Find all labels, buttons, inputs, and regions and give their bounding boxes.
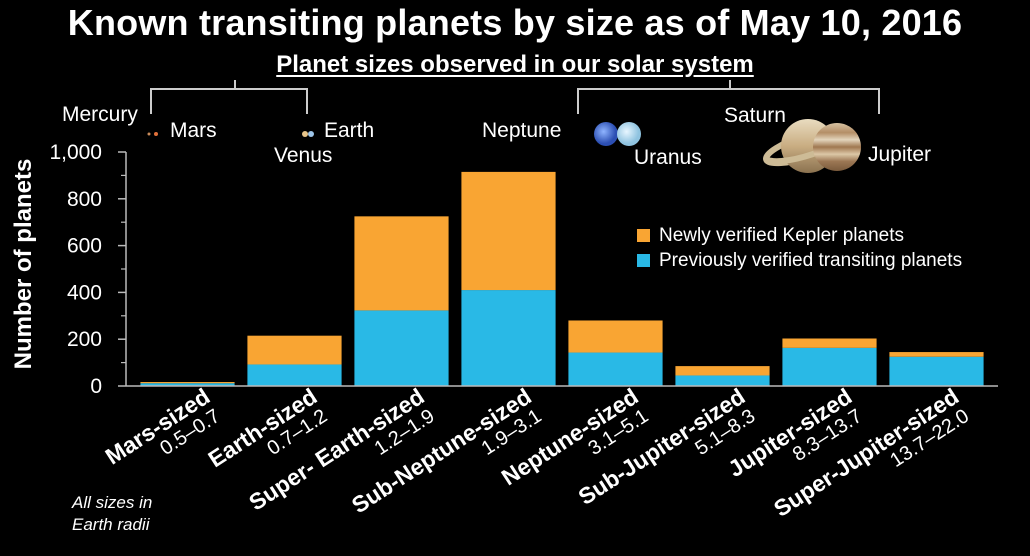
legend-label-newly: Newly verified Kepler planets — [659, 224, 905, 246]
mars-planet — [154, 132, 158, 136]
neptune-label: Neptune — [482, 119, 562, 142]
legend-swatch-previously — [637, 254, 650, 267]
venus-planet — [302, 131, 308, 137]
legend-label-previously: Previously verified transiting planets — [659, 249, 963, 271]
venus-label: Venus — [274, 144, 333, 167]
bracket-giant-planets — [577, 80, 880, 114]
mercury-planet — [147, 132, 151, 136]
note-line-1: All sizes in — [72, 493, 153, 512]
mercury-label: Mercury — [62, 103, 138, 126]
bar-previously-1 — [247, 364, 342, 386]
y-tick-label: 0 — [90, 375, 102, 398]
bar-newly-1 — [247, 335, 342, 365]
chart-title: Known transiting planets by size as of M… — [67, 2, 963, 43]
y-tick-label: 600 — [67, 235, 102, 258]
legend-item-newly: Newly verified Kepler planets — [637, 223, 962, 248]
saturn-label: Saturn — [724, 104, 786, 127]
legend-item-previously: Previously verified transiting planets — [637, 248, 962, 273]
y-tick-label: 1,000 — [49, 141, 102, 164]
bar-previously-6 — [782, 347, 877, 386]
earth-label: Earth — [324, 119, 375, 142]
note-line-2: Earth radii — [72, 515, 150, 534]
chart-subtitle: Planet sizes observed in our solar syste… — [0, 51, 1030, 79]
bar-newly-4 — [568, 320, 663, 353]
bar-newly-7 — [889, 352, 984, 357]
bar-newly-2 — [354, 216, 449, 311]
subtitle-text: Planet sizes observed in our solar syste… — [276, 51, 754, 78]
size-unit-note: All sizes in Earth radii — [72, 492, 152, 536]
legend: Newly verified Kepler planets Previously… — [637, 223, 962, 273]
bar-newly-3 — [461, 171, 556, 291]
bracket-small-planets — [150, 80, 308, 114]
bar-previously-0 — [140, 383, 235, 386]
neptune-planet — [594, 122, 618, 146]
y-tick-label: 200 — [67, 328, 102, 351]
jupiter-planet — [813, 123, 861, 171]
bar-previously-3 — [461, 290, 556, 386]
mars-label: Mars — [170, 119, 217, 142]
bar-previously-7 — [889, 356, 984, 386]
legend-swatch-newly — [637, 229, 650, 242]
uranus-label: Uranus — [634, 146, 702, 169]
earth-planet — [308, 131, 314, 137]
bars-group — [140, 171, 984, 386]
bar-previously-4 — [568, 352, 663, 386]
y-axis-label: Number of planets — [10, 158, 37, 370]
bar-newly-5 — [675, 366, 770, 376]
y-axis: 0 200 400 600 800 1,000 — [49, 141, 127, 398]
bar-previously-5 — [675, 375, 770, 386]
y-tick-label: 400 — [67, 281, 102, 304]
bar-newly-6 — [782, 338, 877, 348]
bar-newly-0 — [140, 382, 235, 384]
uranus-planet — [617, 122, 641, 146]
jupiter-label: Jupiter — [868, 143, 932, 166]
bar-previously-2 — [354, 310, 449, 386]
y-tick-label: 800 — [67, 188, 102, 211]
